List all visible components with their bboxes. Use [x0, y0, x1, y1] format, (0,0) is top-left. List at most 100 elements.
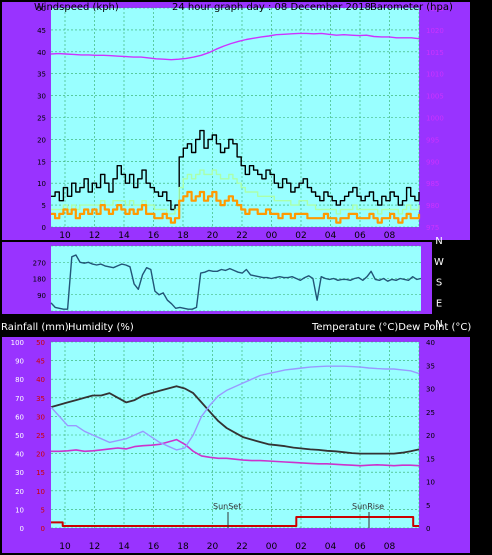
- temperature-axis-title: Temperature (°C)Dew Point (°C): [311, 322, 471, 333]
- y-right-tick-label: 1020: [426, 27, 444, 35]
- temperature-tick-label: 35: [426, 362, 435, 370]
- x-tick-label: 08: [384, 542, 396, 552]
- x-tick-label: 12: [89, 542, 100, 552]
- y-right-tick-label: 990: [426, 158, 439, 166]
- wind-series: [51, 190, 421, 224]
- y-right-tick-label: 985: [426, 180, 439, 188]
- y-left-tick-label: 5: [42, 202, 46, 210]
- sunset-label: SunSet: [213, 502, 241, 511]
- x-tick-label: 20: [207, 231, 219, 241]
- y-left-tick-label: 50: [37, 5, 46, 13]
- rainfall-axis-title: Rainfall (mm): [1, 322, 69, 333]
- compass-label: N: [435, 319, 442, 330]
- wind-axis-title: Windspeed (kph): [34, 2, 119, 13]
- x-tick-label: 14: [118, 231, 130, 241]
- x-tick-label: 08: [384, 231, 396, 241]
- direction-tick-label: 270: [33, 259, 46, 267]
- x-tick-label: 02: [295, 542, 306, 552]
- compass-label: S: [436, 278, 442, 289]
- compass-label: E: [436, 298, 442, 309]
- y-right-tick-label: 1000: [426, 115, 444, 123]
- temperature-tick-label: 15: [426, 455, 435, 463]
- temperature-series: [50, 385, 420, 455]
- y-right-tick-label: 1025: [426, 5, 444, 13]
- temperature-tick-labels: 0102030405060708090100051015202530354045…: [11, 339, 435, 552]
- direction-series-group: [50, 254, 422, 310]
- humidity-tick-label: 90: [15, 358, 24, 366]
- x-tick-label: 02: [295, 231, 306, 241]
- rainfall-tick-label: 45: [36, 358, 45, 366]
- lower-header-bar: [0, 318, 470, 337]
- humidity-tick-label: 10: [15, 506, 24, 514]
- y-left-tick-label: 45: [37, 27, 46, 35]
- rainfall-tick-label: 30: [36, 413, 45, 421]
- y-right-tick-label: 1010: [426, 71, 444, 79]
- rainfall-tick-label: 5: [41, 506, 45, 514]
- x-tick-label: 18: [177, 231, 189, 241]
- direction-grid: [51, 245, 421, 312]
- x-tick-label: 12: [89, 231, 100, 241]
- direction-tick-label: 90: [37, 292, 46, 300]
- x-tick-label: 20: [207, 542, 219, 552]
- temperature-series-group: [50, 365, 420, 527]
- y-right-tick-label: 975: [426, 224, 439, 232]
- pressure-series: [50, 32, 420, 61]
- y-left-tick-label: 0: [42, 224, 46, 232]
- sunrise-label: SunRise: [352, 502, 384, 511]
- x-tick-label: 22: [236, 231, 247, 241]
- y-right-tick-label: 995: [426, 136, 439, 144]
- humidity-axis-title: Humidity (%): [68, 322, 134, 333]
- humidity-tick-label: 50: [15, 432, 24, 440]
- humidity-tick-label: 60: [15, 413, 24, 421]
- x-tick-label: 16: [148, 231, 160, 241]
- humidity-tick-label: 40: [15, 451, 24, 459]
- humidity-tick-label: 30: [15, 469, 24, 477]
- x-tick-label: 18: [177, 542, 189, 552]
- y-right-tick-label: 980: [426, 202, 439, 210]
- temperature-tick-label: 5: [426, 502, 430, 510]
- y-left-tick-label: 15: [37, 158, 46, 166]
- temperature-tick-label: 40: [426, 339, 435, 347]
- x-tick-label: 04: [325, 542, 337, 552]
- rainfall-tick-label: 50: [36, 339, 45, 347]
- x-tick-label: 06: [354, 231, 366, 241]
- y-left-tick-label: 20: [37, 136, 46, 144]
- y-left-tick-label: 40: [37, 49, 46, 57]
- x-tick-label: 04: [325, 231, 337, 241]
- humidity-tick-label: 20: [15, 488, 24, 496]
- x-tick-label: 10: [59, 542, 71, 552]
- x-tick-label: 00: [266, 231, 278, 241]
- x-tick-label: 16: [148, 542, 160, 552]
- rainfall-tick-label: 10: [36, 488, 45, 496]
- y-left-tick-label: 35: [37, 71, 46, 79]
- direction-tick-label: 180: [33, 276, 46, 284]
- barometer-axis-title: Barometer (hpa): [370, 2, 453, 13]
- temperature-tick-label: 0: [426, 525, 430, 533]
- y-left-tick-label: 30: [37, 93, 46, 101]
- y-left-tick-label: 10: [37, 180, 46, 188]
- humidity-tick-label: 70: [15, 395, 24, 403]
- humidity-tick-label: 0: [20, 525, 24, 533]
- humidity-tick-label: 80: [15, 376, 24, 384]
- rainfall-tick-label: 40: [36, 376, 45, 384]
- x-tick-label: 10: [59, 231, 71, 241]
- temperature-tick-label: 25: [426, 409, 435, 417]
- x-tick-label: 06: [354, 542, 366, 552]
- chart-title: 24 hour graph day : 08 December 2018: [172, 2, 371, 13]
- y-left-tick-label: 25: [37, 115, 46, 123]
- rainfall-series: [51, 516, 419, 527]
- rainfall-tick-label: 15: [36, 469, 45, 477]
- compass-label: W: [434, 257, 444, 268]
- gust-series: [51, 129, 420, 211]
- compass-label: N: [435, 236, 442, 247]
- y-right-tick-label: 1015: [426, 49, 444, 57]
- temperature-tick-label: 10: [426, 479, 435, 487]
- rainfall-tick-label: 25: [36, 432, 45, 440]
- direction-series: [50, 254, 422, 310]
- rainfall-tick-label: 0: [41, 525, 45, 533]
- y-right-tick-label: 1005: [426, 93, 444, 101]
- temperature-tick-label: 30: [426, 386, 435, 394]
- wind-series-group: [50, 32, 421, 224]
